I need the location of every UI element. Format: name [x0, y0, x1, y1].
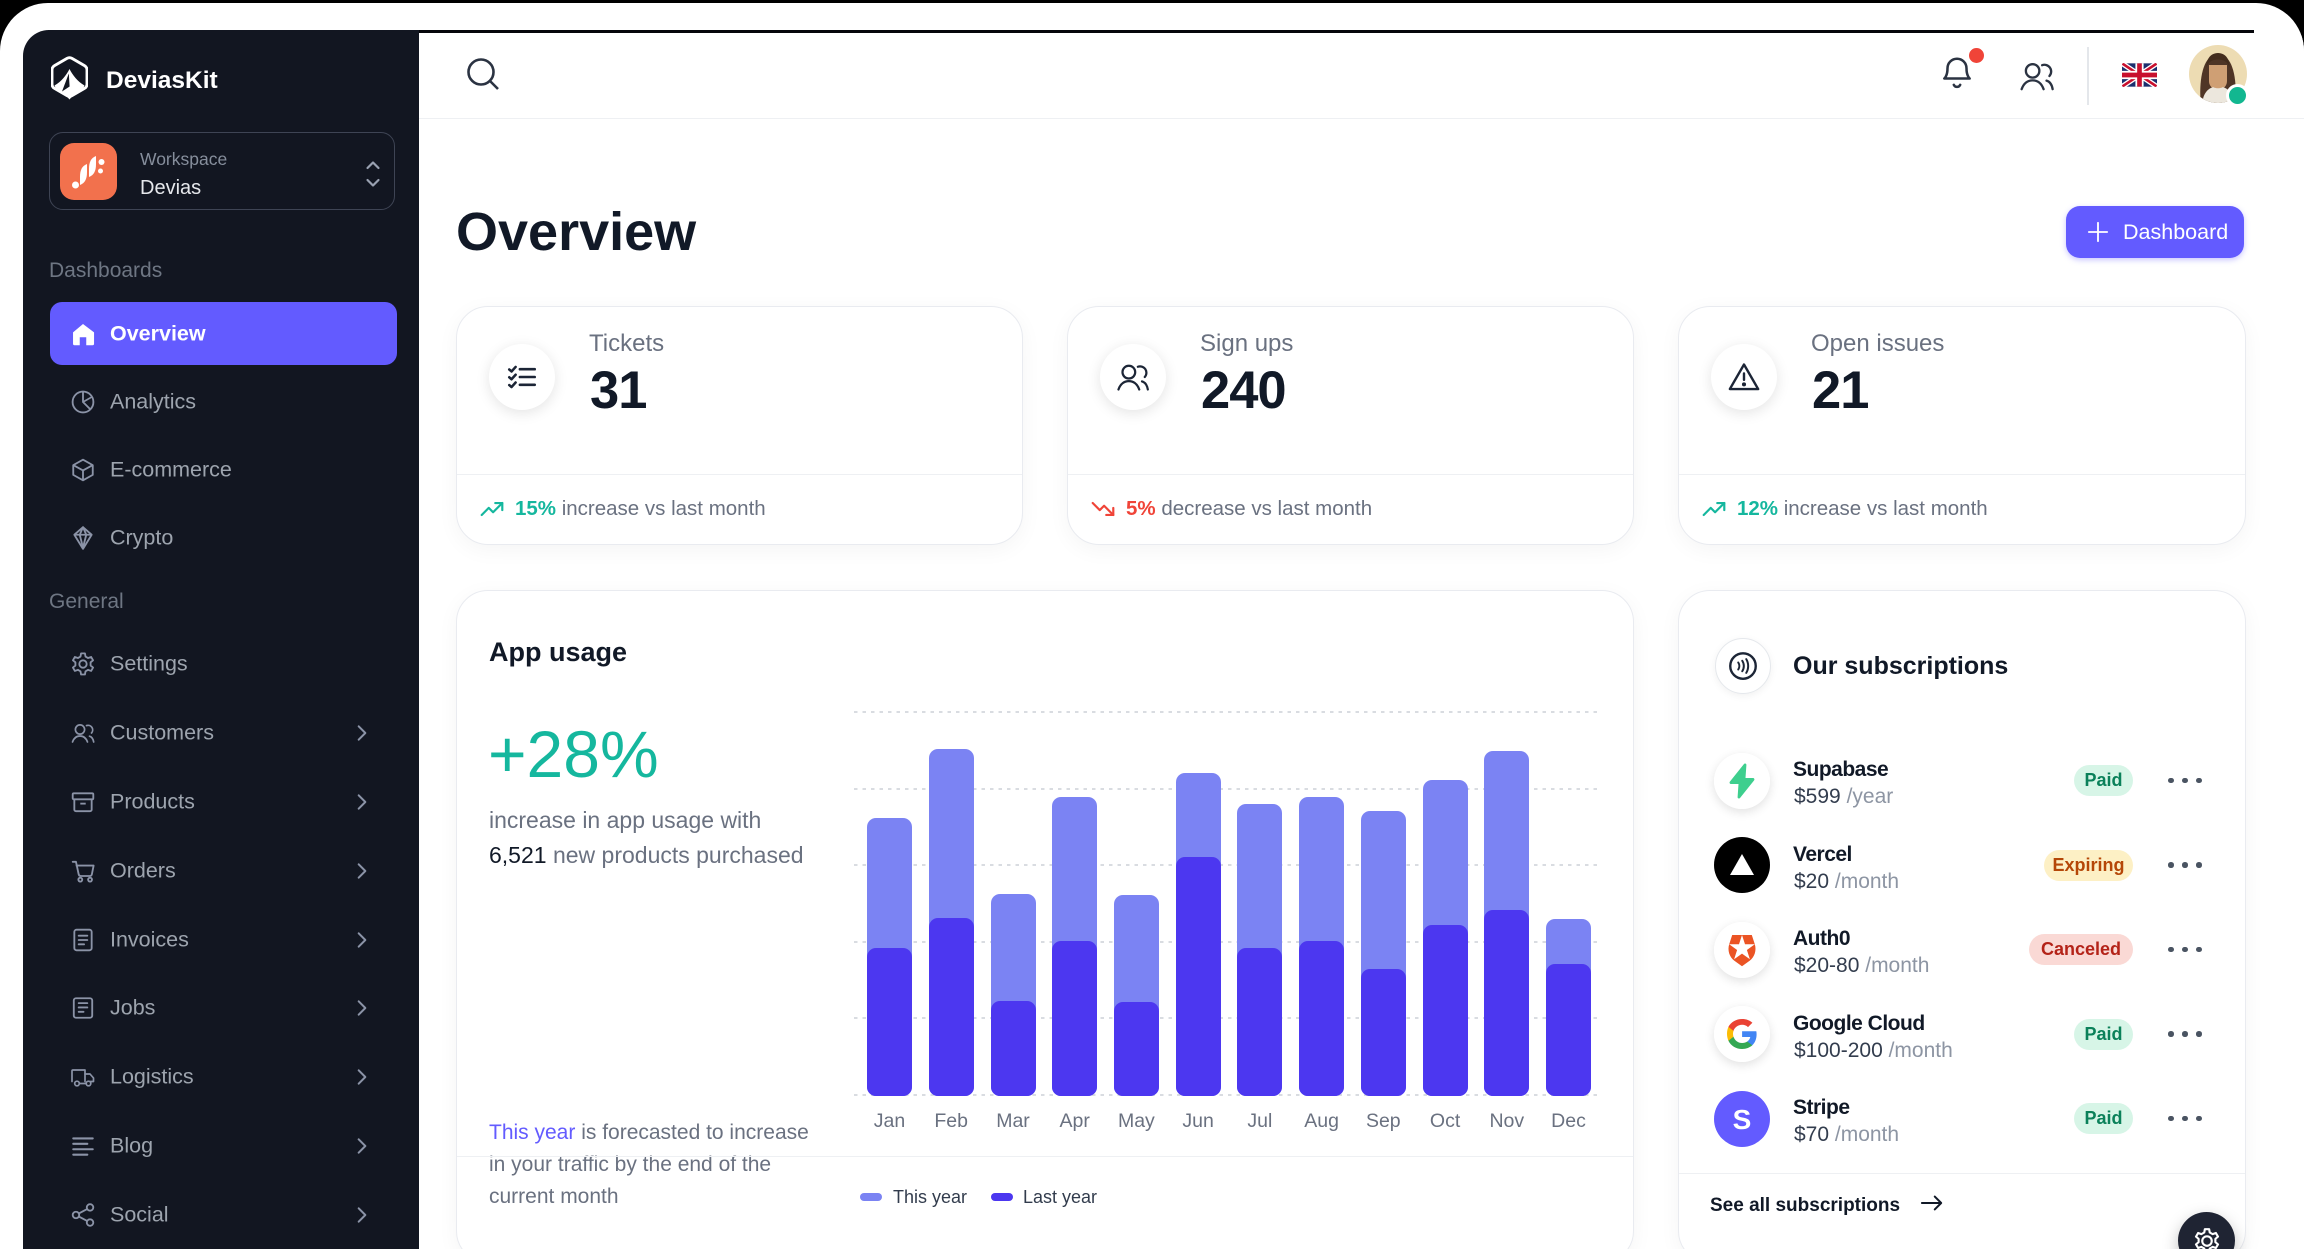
svg-text:S: S — [1733, 1104, 1752, 1135]
